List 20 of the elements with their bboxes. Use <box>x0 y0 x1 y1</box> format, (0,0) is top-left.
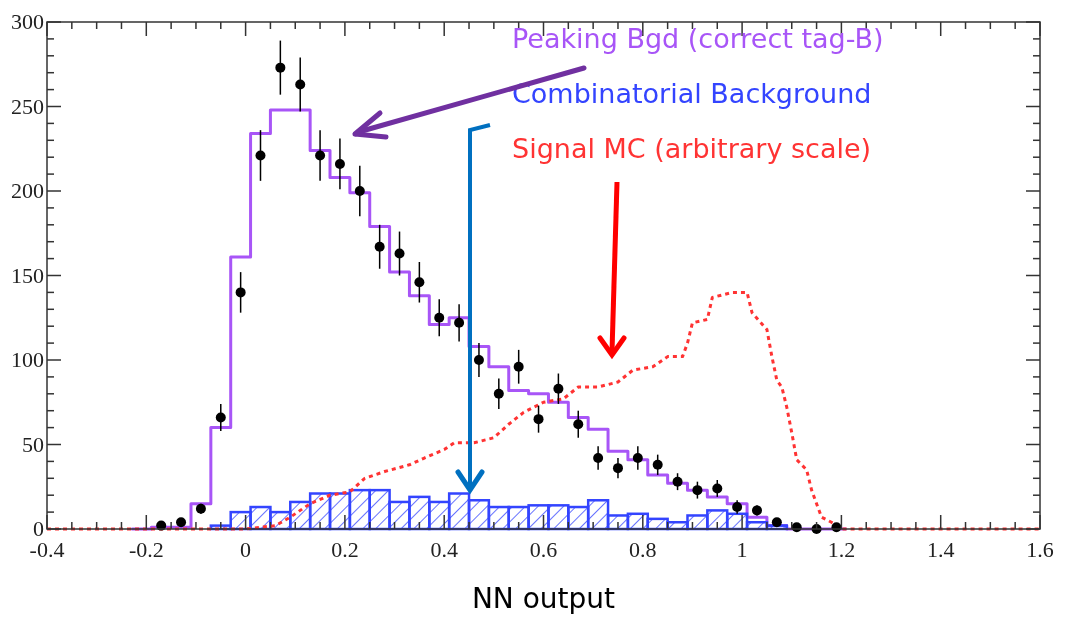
text: Combinatorial Background <box>512 78 872 109</box>
x-tick-label: 1.2 <box>827 537 856 562</box>
y-tick-label: 150 <box>11 262 44 288</box>
x-tick-label: 1.4 <box>926 537 955 562</box>
x-tick-label: 1 <box>736 537 748 562</box>
x-tick-label: 0.2 <box>331 537 359 562</box>
x-tick-label: 1.6 <box>1026 537 1054 562</box>
y-tick-label: 250 <box>11 93 44 119</box>
text: Signal MC (arbitrary scale) <box>512 133 872 164</box>
text: Peaking Bgd (correct tag-B) <box>512 23 884 54</box>
y-tick-label: 200 <box>11 178 44 203</box>
x-tick-label: 0.4 <box>430 537 458 562</box>
x-tick-label: -0.2 <box>128 537 164 562</box>
x-tick-label: 0 <box>240 537 252 562</box>
x-tick-label: 0.6 <box>529 537 558 562</box>
y-tick-label: 300 <box>11 9 44 34</box>
y-tick-label: 100 <box>11 347 44 372</box>
x-axis-title: NN output <box>471 582 616 615</box>
x-tick-label: 0.8 <box>629 537 657 562</box>
y-tick-label: 50 <box>22 431 44 457</box>
